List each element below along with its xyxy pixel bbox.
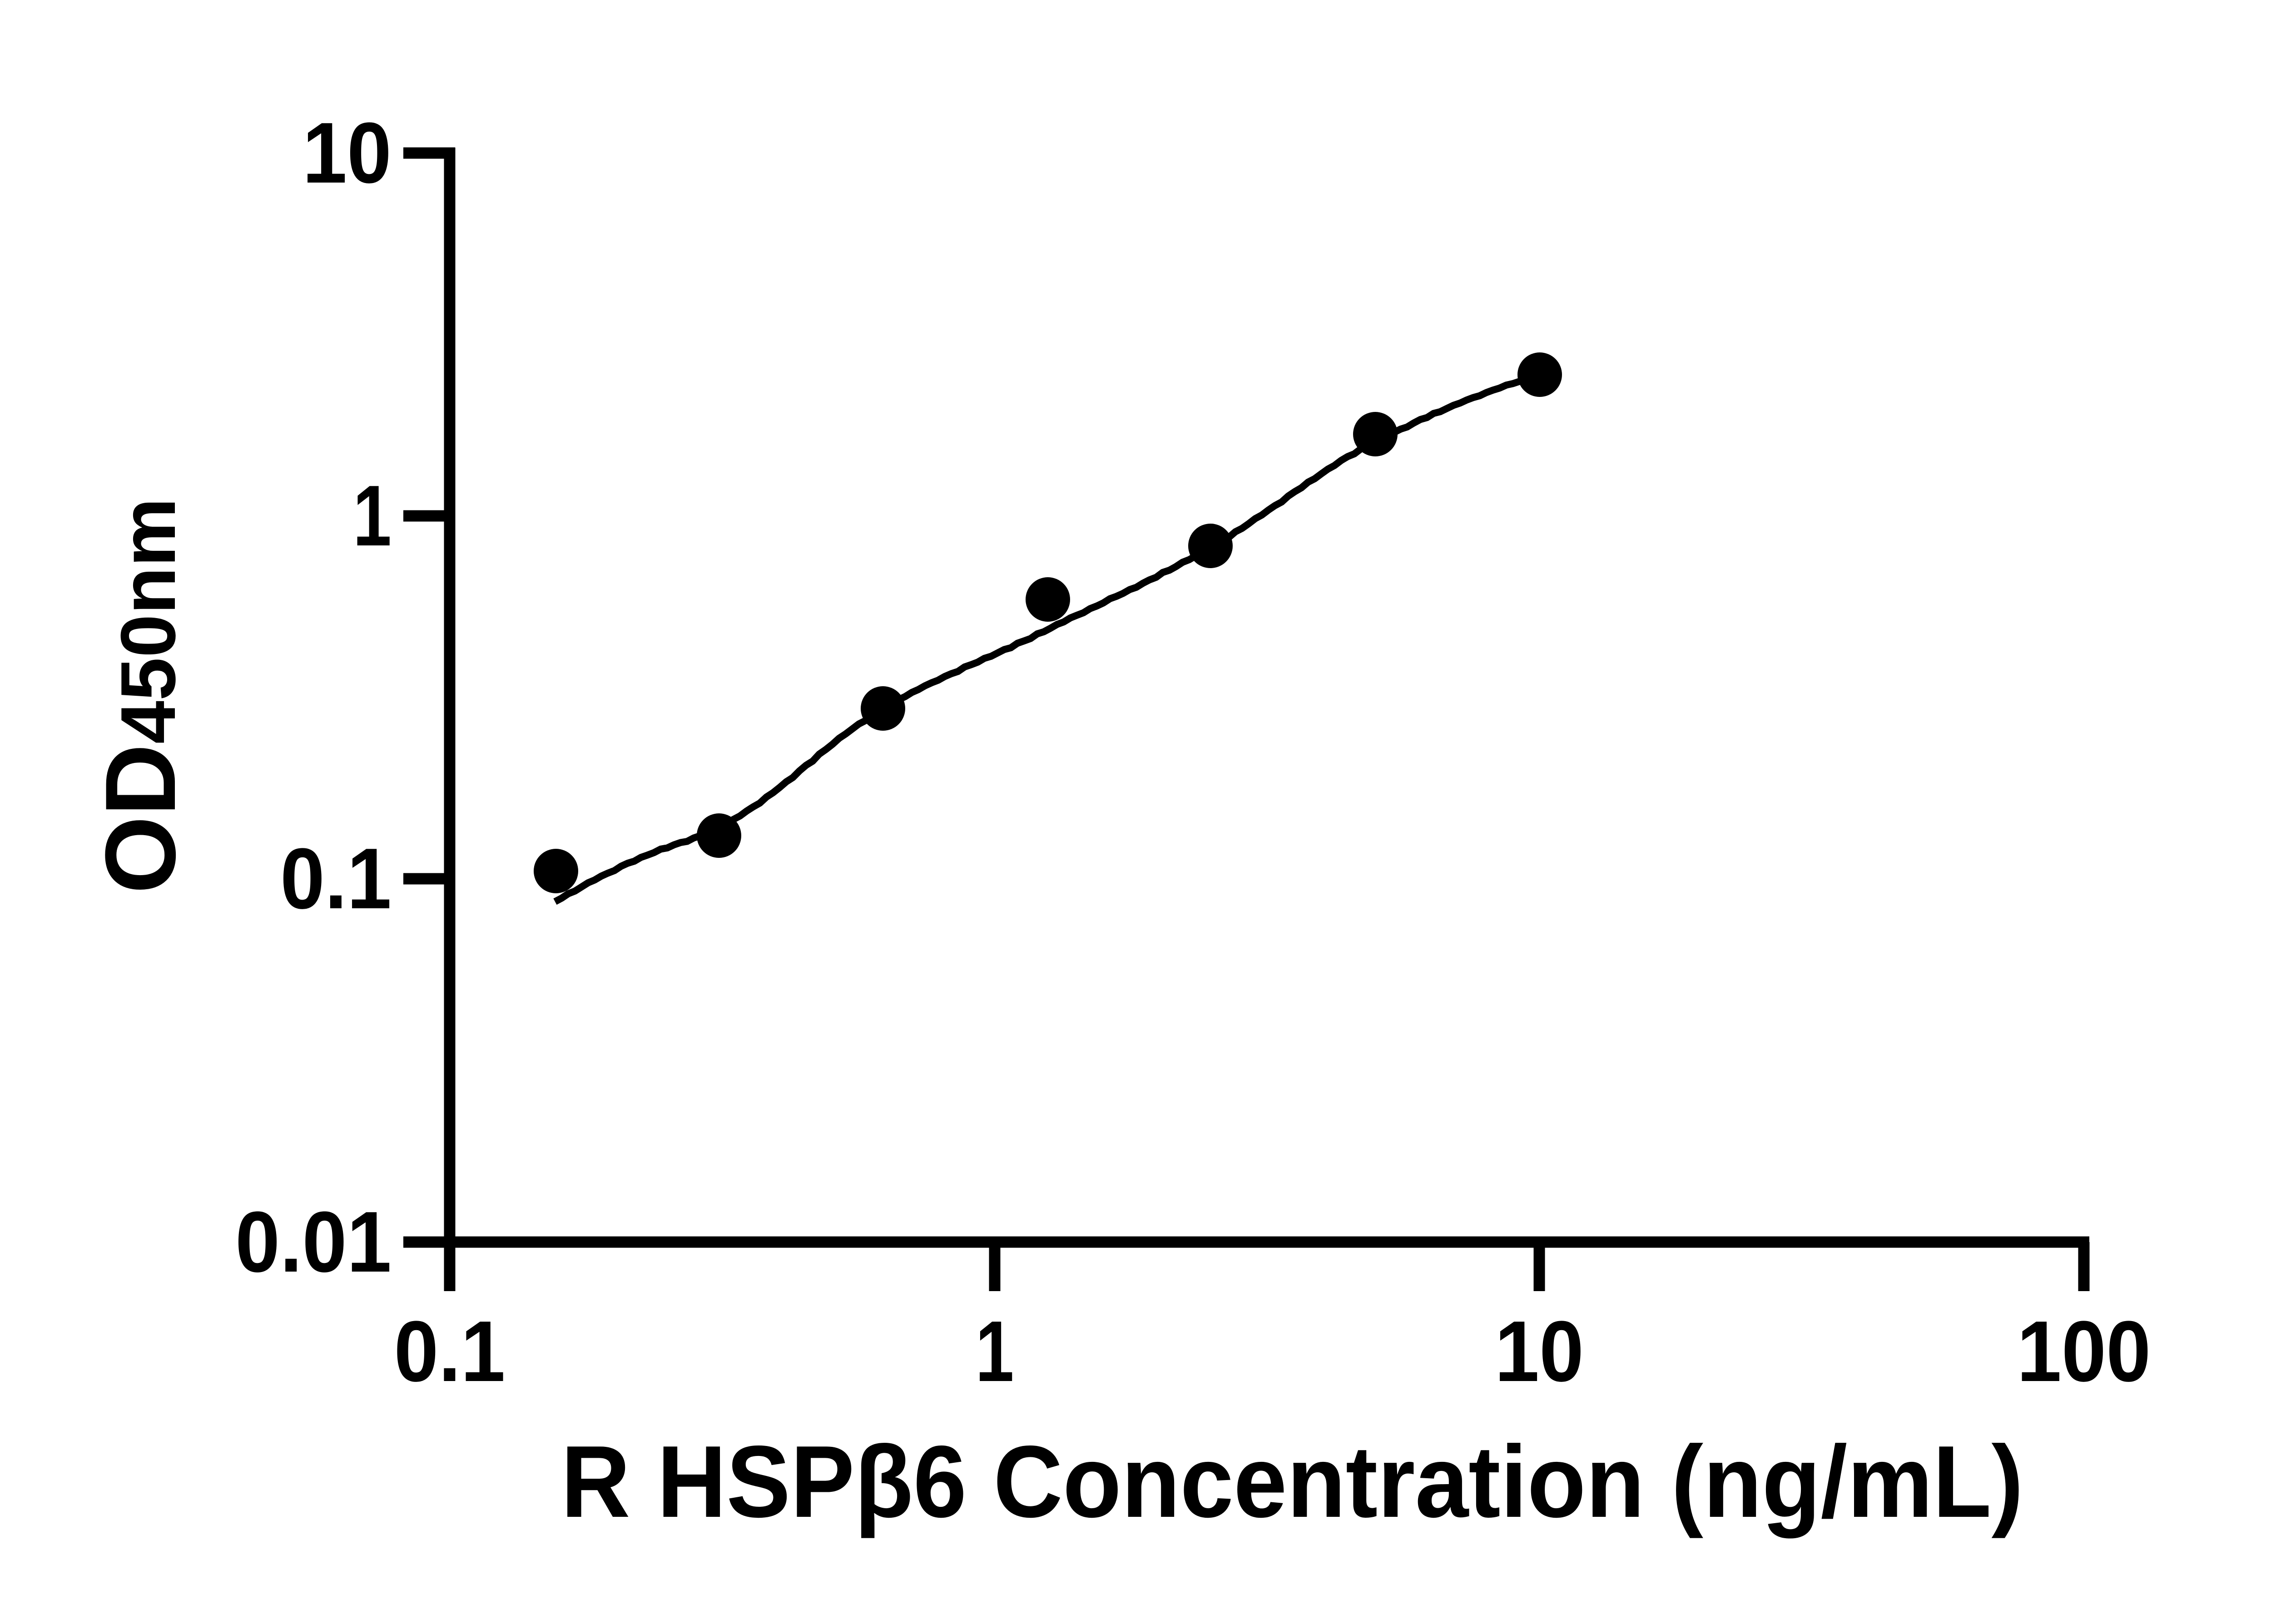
svg-text:0.1: 0.1 — [394, 1303, 506, 1400]
svg-text:1: 1 — [353, 468, 392, 564]
svg-text:0.01: 0.01 — [235, 1194, 392, 1290]
svg-text:10: 10 — [302, 105, 392, 201]
svg-text:100: 100 — [2017, 1303, 2151, 1400]
svg-text:1: 1 — [976, 1303, 1014, 1400]
svg-text:R HSPβ6 Concentration (ng/mL): R HSPβ6 Concentration (ng/mL) — [561, 1424, 2023, 1539]
svg-text:0.1: 0.1 — [280, 831, 392, 927]
svg-text:10: 10 — [1495, 1303, 1584, 1400]
